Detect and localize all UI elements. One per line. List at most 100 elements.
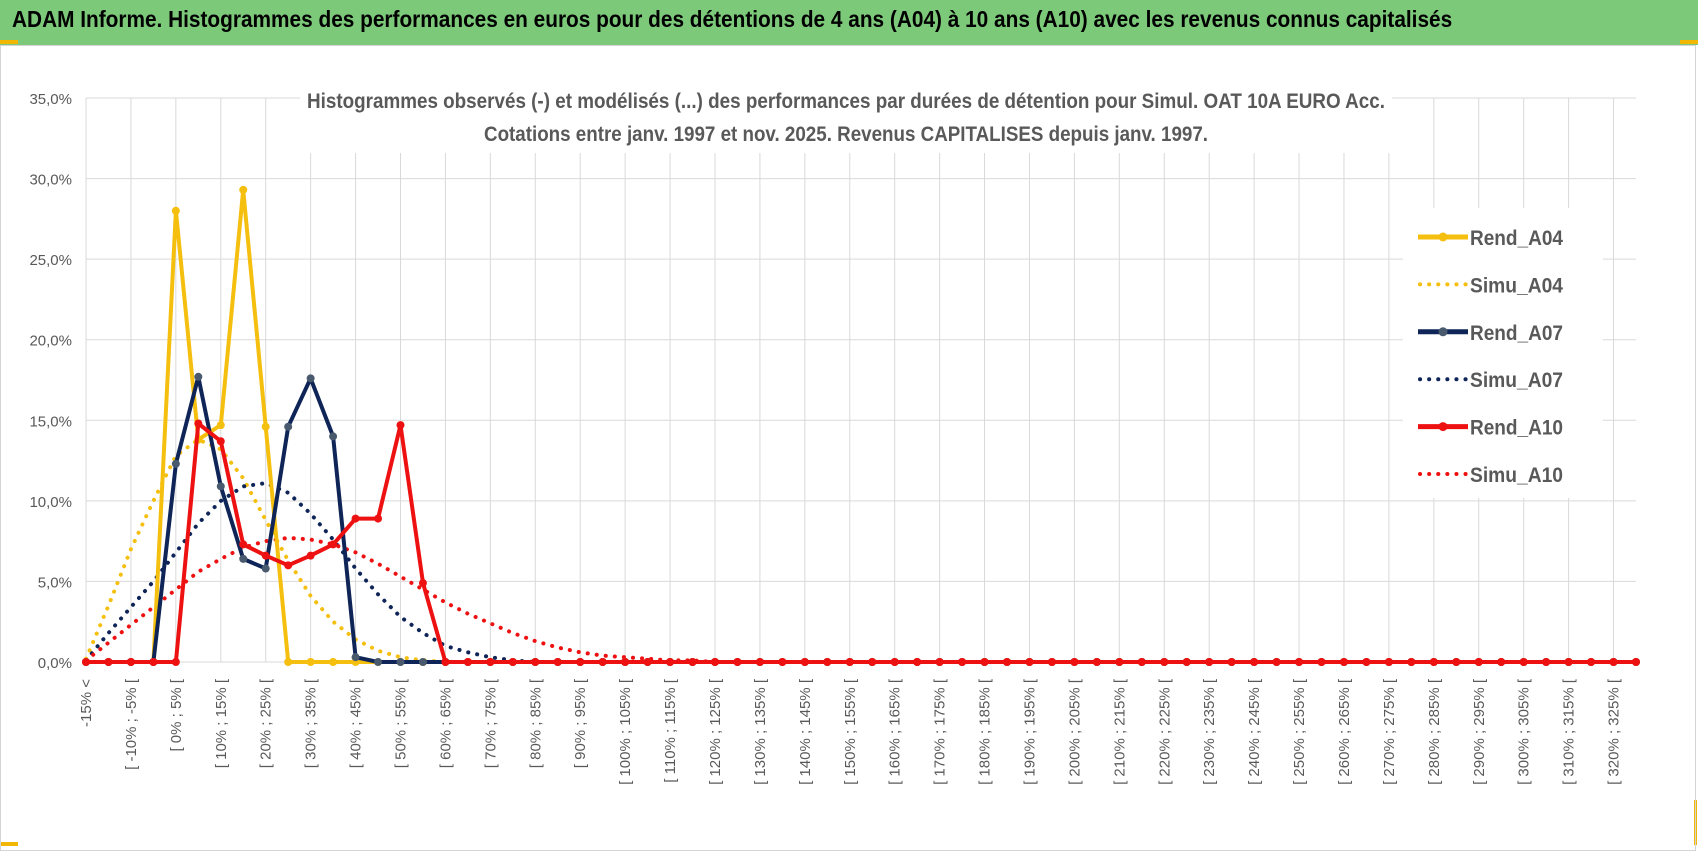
data-point-Rend_A10 <box>396 421 405 430</box>
data-point-Rend_A10 <box>1182 658 1191 666</box>
corner-mark-bottom-left <box>0 842 18 846</box>
data-point-Rend_A10 <box>104 658 113 666</box>
data-point-Rend_A10 <box>284 561 293 570</box>
x-tick-label: [ 240% ; 245% [ <box>1246 678 1263 785</box>
x-tick-label: [ 150% ; 155% [ <box>842 678 859 785</box>
x-tick-label: [ 110% ; 115% [ <box>662 678 679 783</box>
data-point-Rend_A10 <box>351 514 360 523</box>
data-point-Rend_A10 <box>418 579 427 588</box>
x-tick-label: [ 310% ; 315% [ <box>1561 678 1578 785</box>
series <box>82 185 1640 666</box>
data-point-Rend_A07 <box>194 372 203 381</box>
data-point-Rend_A10 <box>958 658 967 666</box>
data-point-Rend_A10 <box>1429 658 1438 666</box>
data-point-Rend_A10 <box>621 658 630 666</box>
data-point-Rend_A10 <box>1452 658 1461 666</box>
data-point-Rend_A10 <box>1070 658 1079 666</box>
x-tick-label: [ 0% ; 5% [ <box>168 678 185 751</box>
data-point-Rend_A10 <box>1339 658 1348 666</box>
data-point-Rend_A10 <box>1542 658 1551 666</box>
data-point-Rend_A10 <box>1497 658 1506 666</box>
data-point-Rend_A10 <box>1384 658 1393 666</box>
title-banner: ADAM Informe. Histogrammes des performan… <box>0 0 1698 45</box>
x-tick-label: [ 120% ; 125% [ <box>707 678 724 785</box>
data-point-Rend_A07 <box>171 459 180 468</box>
y-tick-label: 25,0% <box>29 252 72 269</box>
data-point-Rend_A10 <box>441 658 450 666</box>
x-tick-label: [ 280% ; 285% [ <box>1426 678 1443 785</box>
data-point-Rend_A10 <box>1205 658 1214 666</box>
data-point-Rend_A10 <box>1025 658 1034 666</box>
legend-label-Simu_A04: Simu_A04 <box>1470 274 1563 297</box>
data-point-Rend_A10 <box>553 658 562 666</box>
data-point-Rend_A04 <box>261 422 270 431</box>
data-point-Rend_A10 <box>868 658 877 666</box>
x-tick-label: [ 40% ; 45% [ <box>348 678 365 768</box>
data-point-Rend_A10 <box>1295 658 1304 666</box>
data-point-Rend_A10 <box>374 514 383 523</box>
x-tick-label: [ 270% ; 275% [ <box>1381 678 1398 785</box>
corner-mark-top-left <box>0 40 18 44</box>
data-point-Rend_A04 <box>171 206 180 215</box>
x-tick-label: [ 210% ; 215% [ <box>1111 678 1128 785</box>
x-tick-label: [ 220% ; 225% [ <box>1156 678 1173 785</box>
x-tick-label: [ 50% ; 55% [ <box>392 678 409 768</box>
data-point-Rend_A10 <box>1250 658 1259 666</box>
data-point-Rend_A10 <box>1474 658 1483 666</box>
chart-title-line1: Histogrammes observés (-) et modélisés (… <box>307 90 1385 113</box>
data-point-Rend_A07 <box>216 482 225 491</box>
data-point-Rend_A10 <box>1227 658 1236 666</box>
x-tick-label: [ 70% ; 75% [ <box>482 678 499 768</box>
legend-label-Rend_A04: Rend_A04 <box>1470 227 1563 250</box>
data-point-Rend_A10 <box>733 658 742 666</box>
data-point-Rend_A10 <box>1092 658 1101 666</box>
data-point-Rend_A07 <box>306 374 315 383</box>
x-tick-label: [ 190% ; 195% [ <box>1021 678 1038 785</box>
data-point-Rend_A07 <box>284 422 293 431</box>
data-point-Rend_A10 <box>576 658 585 666</box>
corner-mark-top-right <box>1680 40 1698 44</box>
x-tick-label: [ 60% ; 65% [ <box>437 678 454 768</box>
chart-title-background <box>300 65 1392 153</box>
data-point-Rend_A10 <box>463 658 472 666</box>
x-tick-label: [ 180% ; 185% [ <box>977 678 994 785</box>
data-point-Rend_A10 <box>329 540 338 549</box>
data-point-Rend_A10 <box>171 658 180 666</box>
y-tick-label: 35,0% <box>29 91 72 108</box>
data-point-Rend_A10 <box>890 658 899 666</box>
x-tick-label: [ 160% ; 165% [ <box>887 678 904 785</box>
legend-label-Rend_A10: Rend_A10 <box>1470 417 1563 440</box>
data-point-Rend_A10 <box>755 658 764 666</box>
data-point-Rend_A10 <box>980 658 989 666</box>
data-point-Rend_A10 <box>1632 658 1640 666</box>
data-point-Rend_A10 <box>1160 658 1169 666</box>
data-point-Rend_A10 <box>531 658 540 666</box>
data-point-Rend_A04 <box>284 658 293 666</box>
x-tick-label: [ 290% ; 295% [ <box>1471 678 1488 785</box>
data-point-Rend_A10 <box>688 658 697 666</box>
data-point-Rend_A10 <box>82 658 90 666</box>
legend-label-Simu_A07: Simu_A07 <box>1470 369 1563 392</box>
chart-title: Histogrammes observés (-) et modélisés (… <box>300 65 1392 153</box>
data-point-Rend_A10 <box>508 658 517 666</box>
data-point-Rend_A10 <box>710 658 719 666</box>
data-point-Rend_A10 <box>1362 658 1371 666</box>
x-tick-label: [ 300% ; 305% [ <box>1516 678 1533 785</box>
x-tick-label: [ 230% ; 235% [ <box>1201 678 1218 785</box>
y-tick-label: 30,0% <box>29 172 72 189</box>
legend-marker-Rend_A04 <box>1438 232 1448 242</box>
data-point-Rend_A10 <box>643 658 652 666</box>
data-point-Rend_A10 <box>1519 658 1528 666</box>
data-point-Rend_A10 <box>194 419 203 428</box>
legend-background <box>1403 208 1603 498</box>
series-line-Rend_A10 <box>86 421 1636 664</box>
data-point-Rend_A07 <box>261 564 270 573</box>
data-point-Rend_A07 <box>329 432 338 441</box>
data-point-Rend_A10 <box>913 658 922 666</box>
legend-label-Rend_A07: Rend_A07 <box>1470 322 1563 345</box>
data-point-Rend_A10 <box>306 551 315 560</box>
x-tick-label: [ 200% ; 205% [ <box>1066 678 1083 785</box>
x-tick-label: [ 130% ; 135% [ <box>752 678 769 785</box>
legend: Rend_A04 Simu_A04 Rend_A07 Simu_A07 Rend_A10… <box>1403 208 1603 498</box>
y-tick-label: 0,0% <box>38 655 72 672</box>
